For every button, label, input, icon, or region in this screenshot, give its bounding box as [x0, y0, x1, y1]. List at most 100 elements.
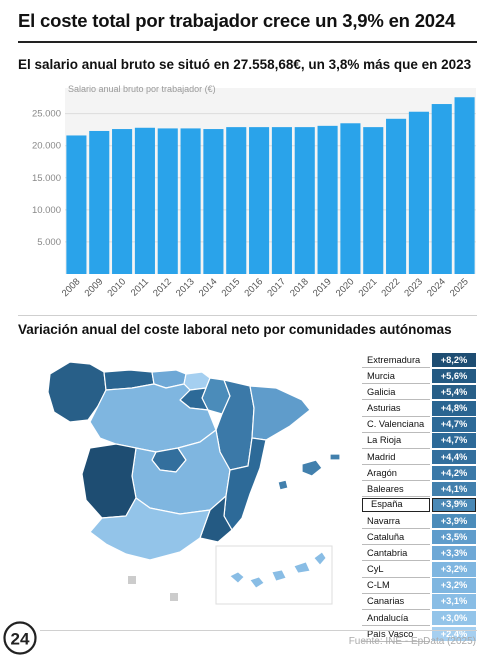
ranking-region-value: +3,0%: [432, 610, 476, 625]
bar: [157, 128, 178, 274]
bar: [408, 111, 429, 274]
ranking-row: Canarias +3,1%: [362, 594, 476, 610]
ranking-region-value: +4,1%: [432, 481, 476, 497]
bar: [386, 118, 407, 274]
brand-logo-icon: 24: [3, 621, 37, 655]
row-separator: [362, 367, 430, 369]
section-divider: [18, 315, 477, 316]
row-separator: [362, 560, 430, 562]
headline: El coste total por trabajador crece un 3…: [18, 10, 456, 31]
ranking-row: Asturias +4,8%: [362, 401, 476, 417]
ranking-region-value: +3,2%: [432, 562, 476, 577]
ranking-region-name: Canarias: [362, 594, 430, 609]
ranking-region-name: Cantabria: [362, 546, 430, 561]
ranking-region-name: Baleares: [362, 481, 430, 497]
ranking-region-name: Andalucía: [362, 610, 430, 625]
canarias-inset-frame: [215, 545, 333, 605]
x-tick-label: 2009: [83, 276, 106, 299]
x-tick-label: 2025: [448, 276, 471, 299]
row-separator: [362, 544, 430, 546]
x-tick-label: 2024: [425, 276, 448, 299]
ranking-table: Extremadura +8,2% Murcia +5,6% Galicia +5,4% A…: [362, 353, 476, 643]
y-tick-label: 5.000: [37, 237, 61, 248]
map-subtitle: Variación anual del coste laboral neto p…: [18, 322, 452, 337]
row-separator: [362, 608, 430, 610]
ranking-region-name: C-LM: [362, 578, 430, 593]
map-region-menorca: [329, 453, 341, 461]
ranking-region-name: Aragón: [362, 465, 430, 480]
y-tick-label: 20.000: [32, 141, 61, 152]
ranking-row: CyL +3,2%: [362, 562, 476, 578]
bar: [294, 127, 315, 274]
bar: [431, 104, 452, 274]
spain-choropleth-map: [47, 361, 341, 605]
x-tick-label: 2023: [402, 276, 425, 299]
map-region-cataluna: [249, 385, 311, 441]
bar: [180, 128, 201, 274]
map-region-ceuta: [128, 576, 136, 584]
x-tick-label: 2020: [334, 276, 357, 299]
bar: [249, 127, 270, 274]
bar: [454, 97, 475, 274]
row-separator: [362, 592, 430, 594]
x-tick-label: 2012: [151, 276, 174, 299]
ranking-region-value: +8,2%: [432, 353, 476, 368]
plot-background: [65, 88, 476, 274]
bar-chart-subtitle: El salario anual bruto se situó en 27.55…: [18, 57, 472, 72]
ranking-region-value: +3,2%: [432, 578, 476, 593]
ranking-row: C. Valenciana +4,7%: [362, 417, 476, 433]
bar: [226, 127, 247, 274]
bar: [66, 135, 87, 274]
y-tick-label: 15.000: [32, 173, 61, 184]
row-separator: [362, 528, 430, 530]
ranking-row: Andalucía +3,0%: [362, 610, 476, 626]
ranking-region-value: +4,7%: [432, 433, 476, 448]
ranking-region-value: +5,6%: [432, 369, 476, 384]
row-separator: [362, 383, 430, 385]
bar: [317, 125, 338, 274]
footer-rule: [40, 630, 477, 631]
bar: [89, 130, 110, 274]
row-separator: [362, 447, 430, 449]
x-tick-label: 2022: [379, 276, 402, 299]
x-tick-label: 2015: [220, 276, 243, 299]
ranking-row: Navarra +3,9%: [362, 513, 476, 530]
map-region-andalucia: [89, 497, 211, 561]
map-region-canarias-1: [229, 571, 245, 584]
ranking-region-value: +3,9%: [432, 497, 476, 513]
map-region-extremadura: [81, 443, 137, 519]
ranking-region-name: Murcia: [362, 369, 430, 384]
row-separator: [362, 624, 430, 626]
x-tick-label: 2018: [288, 276, 311, 299]
bar: [271, 127, 292, 274]
map-region-canarias-4: [293, 561, 311, 574]
brand-logo-text: 24: [11, 630, 30, 649]
ranking-row: C-LM +3,2%: [362, 578, 476, 594]
ranking-row: La Rioja +4,7%: [362, 433, 476, 449]
map-region-canarias-5: [313, 551, 327, 566]
ranking-region-value: +4,8%: [432, 401, 476, 416]
ranking-region-name: Madrid: [362, 449, 430, 464]
ranking-region-name: CyL: [362, 562, 430, 577]
ranking-row: Galicia +5,4%: [362, 385, 476, 401]
row-separator: [362, 640, 430, 642]
ranking-region-value: +4,2%: [432, 465, 476, 480]
y-axis-label: Salario anual bruto por trabajador (€): [68, 84, 216, 94]
y-tick-label: 10.000: [32, 205, 61, 216]
ranking-region-name: C. Valenciana: [362, 417, 430, 432]
ranking-region-name: Galicia: [362, 385, 430, 400]
ranking-row: Cataluña +3,5%: [362, 530, 476, 546]
x-tick-label: 2016: [242, 276, 265, 299]
x-tick-label: 2010: [105, 276, 128, 299]
map-region-canarias-3: [271, 569, 287, 582]
x-tick-label: 2017: [265, 276, 288, 299]
row-separator: [362, 399, 430, 401]
map-region-canarias-2: [249, 576, 265, 589]
x-tick-label: 2011: [129, 276, 151, 298]
x-tick-label: 2019: [311, 276, 334, 299]
ranking-row: España +3,9%: [362, 497, 476, 513]
bar: [340, 123, 361, 274]
ranking-region-value: +4,4%: [432, 449, 476, 464]
headline-rule: [18, 41, 477, 43]
ranking-region-value: +3,5%: [432, 530, 476, 545]
